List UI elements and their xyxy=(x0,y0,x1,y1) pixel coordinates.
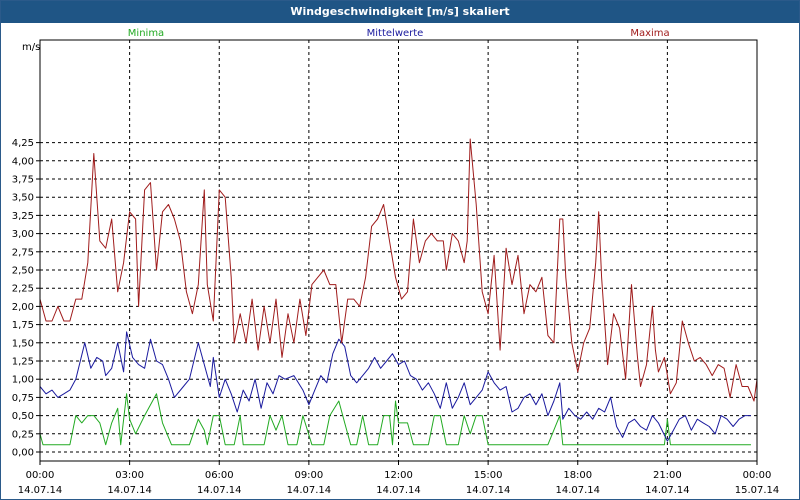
y-tick-label: 2,25 xyxy=(12,284,34,295)
x-tick-date-label: 14.07.14 xyxy=(107,485,152,496)
x-tick-date-label: 14.07.14 xyxy=(18,485,63,496)
y-tick-label: 0,75 xyxy=(12,393,34,404)
legend-minima: Minima xyxy=(128,28,164,39)
y-tick-label: 2,50 xyxy=(12,266,34,277)
x-tick-time-label: 21:00 xyxy=(653,470,682,481)
y-tick-label: 0,50 xyxy=(12,411,34,422)
series-line-minima xyxy=(39,393,751,446)
y-tick-label: 2,75 xyxy=(12,247,34,258)
y-tick-label: 1,25 xyxy=(12,357,34,368)
legend-maxima: Maxima xyxy=(630,28,669,39)
plot-area xyxy=(39,39,758,462)
x-tick-date-label: 14.07.14 xyxy=(376,485,421,496)
y-tick-label: 0,00 xyxy=(12,448,34,459)
y-tick-label: 1,00 xyxy=(12,375,34,386)
x-tick-time-label: 09:00 xyxy=(294,470,323,481)
legend-mittelwerte: Mittelwerte xyxy=(367,28,424,39)
y-tick-label: 3,50 xyxy=(12,193,34,204)
x-tick-date-label: 14.07.14 xyxy=(645,485,690,496)
y-tick-label: 2,00 xyxy=(12,302,34,313)
x-tick-time-label: 00:00 xyxy=(26,470,55,481)
x-tick-date-label: 14.07.14 xyxy=(555,485,600,496)
x-tick-time-label: 06:00 xyxy=(205,470,234,481)
x-tick-date-label: 14.07.14 xyxy=(197,485,242,496)
y-tick-label: 3,00 xyxy=(12,229,34,240)
x-tick-date-label: 14.07.14 xyxy=(287,485,332,496)
window-title: Windgeschwindigkeit [m/s] skaliert xyxy=(1,1,799,23)
series-lines xyxy=(39,138,758,446)
x-tick-time-label: 18:00 xyxy=(563,470,592,481)
x-tick-time-label: 15:00 xyxy=(474,470,503,481)
legend: Minima Mittelwerte Maxima xyxy=(128,28,670,39)
x-axis-ticks: 00:00 14.07.14 03:00 14.07.14 06:00 14.07.14 0… xyxy=(18,461,780,496)
grid xyxy=(40,40,757,461)
y-tick-label: 4,25 xyxy=(12,138,34,149)
y-tick-label: 1,75 xyxy=(12,320,34,331)
x-tick-date-label: 15.07.14 xyxy=(735,485,780,496)
series-line-mittelwerte xyxy=(39,331,751,442)
y-axis-unit-label: m/s xyxy=(22,42,40,53)
y-tick-label: 4,00 xyxy=(12,156,34,167)
y-tick-label: 1,50 xyxy=(12,338,34,349)
x-tick-time-label: 00:00 xyxy=(743,470,772,481)
series-line-maxima xyxy=(39,138,758,402)
x-tick-time-label: 12:00 xyxy=(384,470,413,481)
y-tick-label: 3,25 xyxy=(12,211,34,222)
y-axis-ticks: 0,00 0,25 0,50 0,75 1,00 1,25 1,50 1,75 2,00 2,25… xyxy=(12,138,40,459)
y-tick-label: 3,75 xyxy=(12,175,34,186)
y-tick-label: 0,25 xyxy=(12,429,34,440)
x-tick-time-label: 03:00 xyxy=(115,470,144,481)
x-tick-date-label: 14.07.14 xyxy=(466,485,511,496)
